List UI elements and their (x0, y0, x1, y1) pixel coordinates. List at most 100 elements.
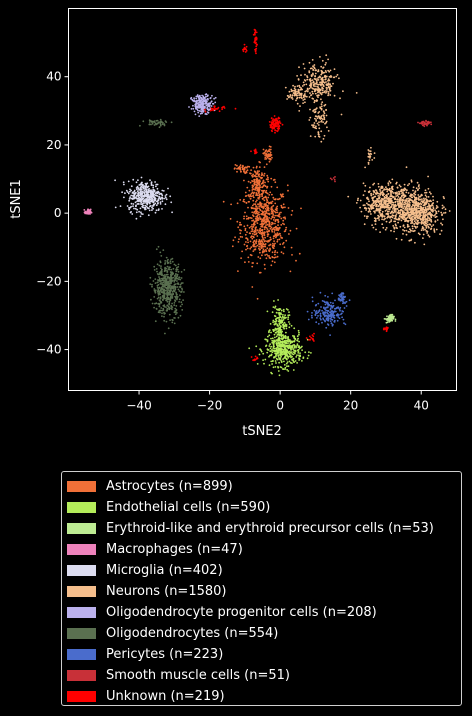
data-point (242, 50, 245, 53)
data-point (310, 314, 313, 317)
data-point (259, 251, 261, 254)
data-point (314, 108, 317, 111)
data-point (331, 310, 334, 313)
data-point (425, 196, 428, 198)
data-point (141, 181, 143, 184)
data-point (430, 121, 432, 124)
y-tick-label: 20 (46, 138, 61, 152)
data-point (181, 287, 183, 290)
data-point (266, 230, 269, 233)
data-point (284, 337, 287, 340)
data-point (265, 198, 268, 201)
data-point (264, 218, 266, 221)
data-point (429, 214, 432, 217)
data-point (170, 305, 173, 308)
data-point (332, 313, 334, 315)
data-point (321, 89, 324, 92)
data-point (328, 314, 330, 316)
data-point (276, 211, 279, 214)
data-point (176, 266, 178, 269)
data-point (420, 222, 423, 225)
data-point (172, 276, 175, 279)
data-point (275, 335, 278, 338)
data-point (177, 288, 180, 291)
data-point (383, 328, 385, 331)
data-point (139, 190, 142, 193)
data-point (373, 157, 376, 159)
data-point (165, 198, 168, 201)
data-point (166, 309, 168, 311)
data-point (397, 203, 399, 206)
data-point (278, 351, 280, 354)
data-point (153, 120, 156, 123)
data-point (324, 294, 327, 297)
data-point (396, 198, 398, 201)
data-point (261, 197, 264, 200)
data-point (202, 96, 205, 99)
data-point (158, 264, 161, 267)
data-point (339, 309, 341, 312)
data-point (292, 351, 295, 354)
data-point (167, 291, 169, 294)
data-point (265, 210, 268, 212)
data-point (243, 179, 245, 182)
data-point (172, 267, 175, 270)
data-point (392, 195, 395, 198)
data-point (400, 206, 403, 209)
data-point (279, 316, 282, 319)
data-point (258, 242, 260, 245)
data-point (249, 240, 252, 243)
data-point (274, 219, 277, 222)
data-point (269, 151, 272, 154)
data-point (333, 317, 336, 319)
legend-item: Endothelial cells (n=590) (62, 497, 461, 518)
data-point (280, 317, 283, 319)
data-point (314, 83, 316, 85)
data-point (169, 319, 172, 321)
data-point (411, 230, 413, 232)
data-point (333, 310, 336, 313)
data-point (155, 307, 158, 310)
data-point (274, 214, 277, 217)
data-point (286, 361, 289, 363)
data-point (205, 113, 207, 115)
data-point (270, 217, 273, 220)
data-point (377, 214, 379, 217)
data-point (387, 184, 390, 186)
data-point (203, 96, 206, 99)
data-point (268, 160, 271, 163)
data-point (413, 223, 415, 225)
data-point (272, 219, 275, 221)
data-point (279, 334, 282, 336)
data-point (204, 102, 207, 105)
data-point (243, 166, 246, 169)
data-point (199, 112, 202, 115)
data-point (302, 81, 305, 84)
data-point (324, 303, 327, 306)
data-point (132, 178, 135, 181)
data-point (294, 338, 297, 341)
data-point (141, 184, 144, 187)
legend-item: Astrocytes (n=899) (62, 476, 461, 497)
data-point (428, 223, 431, 226)
data-point (387, 206, 390, 209)
data-point (347, 195, 350, 198)
data-point (158, 299, 161, 302)
data-point (251, 237, 254, 240)
data-point (128, 198, 131, 200)
data-point (250, 169, 253, 172)
data-point (364, 190, 366, 193)
data-point (309, 116, 312, 119)
data-point (168, 266, 171, 269)
data-point (125, 189, 128, 192)
data-point (176, 275, 179, 278)
data-point (152, 186, 155, 189)
data-point (315, 125, 317, 128)
data-point (303, 98, 306, 101)
data-point (200, 97, 203, 99)
data-point (333, 314, 336, 317)
data-point (317, 112, 320, 114)
data-point (296, 344, 298, 347)
series-7 (139, 118, 186, 335)
